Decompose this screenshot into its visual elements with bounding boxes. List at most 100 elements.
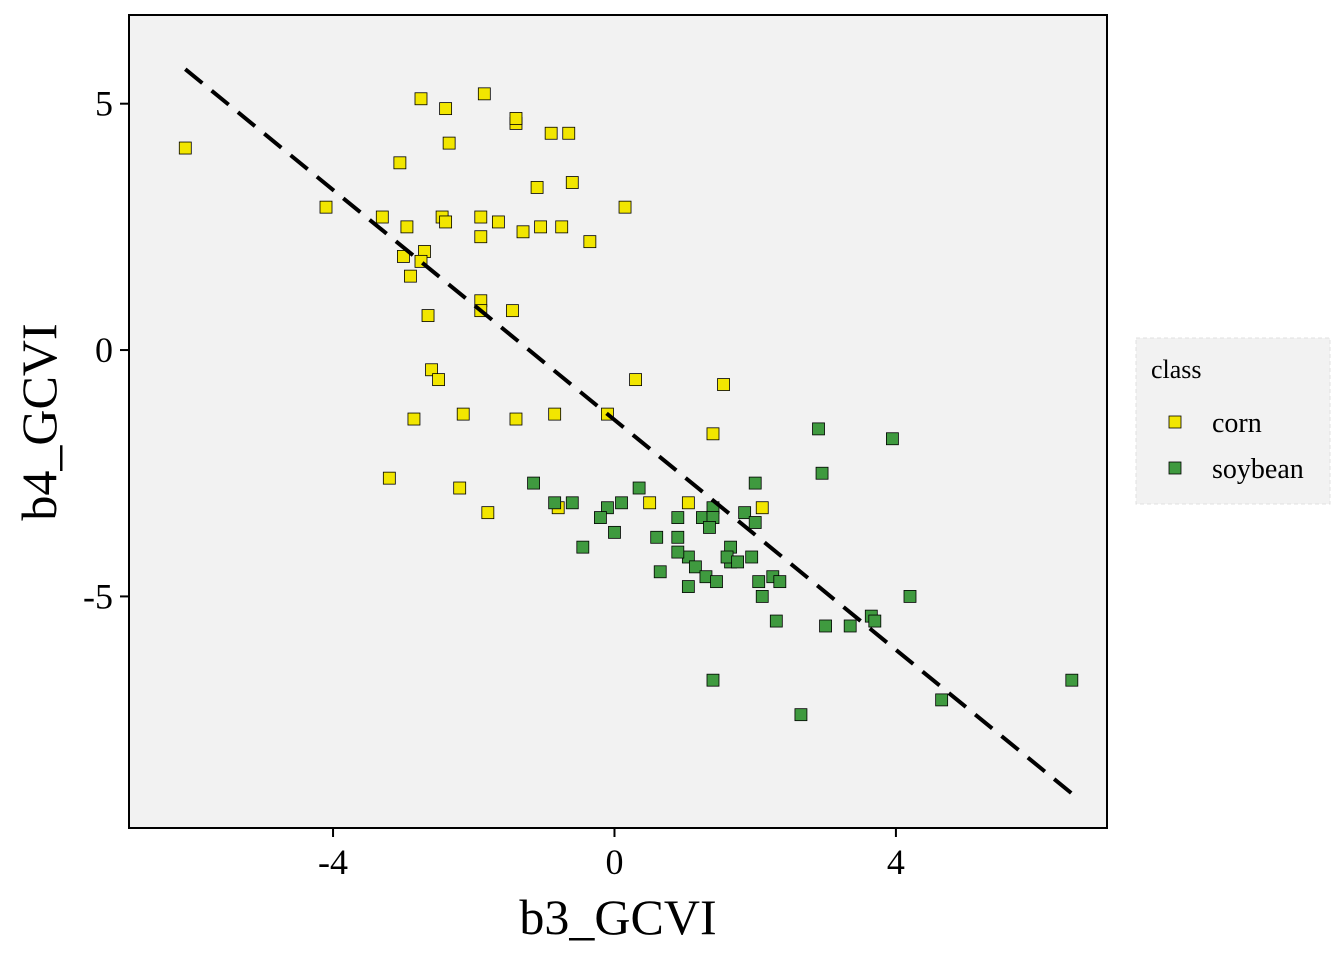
corn-point <box>555 220 569 234</box>
soybean-point <box>632 481 646 495</box>
corn-point <box>421 309 435 322</box>
corn-point <box>375 210 389 224</box>
corn-point <box>544 126 558 140</box>
corn-point <box>534 220 548 234</box>
soybean-point <box>671 511 685 524</box>
soybean-point <box>745 550 759 564</box>
soybean-point <box>773 575 787 589</box>
soybean-point <box>748 476 762 490</box>
legend-items: corn soybean <box>1168 408 1304 485</box>
soybean-point <box>576 540 590 554</box>
y-tick-label: -5 <box>83 576 113 616</box>
corn-point <box>178 141 192 155</box>
soybean-point <box>1065 673 1079 687</box>
soybean-point <box>815 466 829 480</box>
y-tick-label: 0 <box>95 330 113 370</box>
soybean-point <box>935 693 949 707</box>
corn-point <box>506 304 519 318</box>
corn-point <box>755 501 769 515</box>
corn-point <box>548 407 562 421</box>
legend-key-soybean <box>1168 461 1182 475</box>
corn-point <box>629 373 642 387</box>
data-points <box>178 87 1079 722</box>
soybean-point <box>671 545 685 559</box>
corn-point <box>509 112 523 125</box>
corn-point <box>681 496 695 510</box>
corn-point <box>583 235 597 249</box>
soybean-point <box>688 560 702 574</box>
soybean-point <box>706 673 720 687</box>
soybean-point <box>752 575 766 589</box>
soybean-point <box>769 614 783 628</box>
legend-key-corn <box>1168 415 1182 429</box>
corn-point <box>407 412 421 426</box>
x-axis: -4 0 4 <box>318 828 905 882</box>
corn-point <box>516 225 530 239</box>
soybean-point <box>819 619 832 633</box>
legend-label-corn: corn <box>1212 408 1262 439</box>
soybean-point <box>868 614 882 628</box>
corn-point <box>456 407 470 421</box>
soybean-point <box>527 476 540 490</box>
legend-box <box>1135 337 1331 505</box>
corn-point <box>643 496 657 510</box>
soybean-point <box>601 501 614 515</box>
corn-point <box>474 210 488 224</box>
corn-point <box>618 200 632 214</box>
soybean-point <box>748 516 762 529</box>
trend-line <box>184 67 1074 796</box>
corn-point <box>509 412 523 426</box>
soybean-point <box>843 619 857 633</box>
y-tick-label: 5 <box>95 84 113 124</box>
soybean-point <box>903 590 917 603</box>
corn-point <box>439 215 453 229</box>
corn-point <box>439 102 453 116</box>
soybean-point <box>608 525 621 539</box>
x-axis-title: b3_GCVI <box>519 889 716 945</box>
corn-point <box>425 363 438 377</box>
corn-point <box>432 373 445 387</box>
corn-point <box>565 176 579 189</box>
corn-point <box>530 181 544 194</box>
corn-point <box>414 92 428 106</box>
y-axis-title: b4_GCVI <box>11 323 67 520</box>
x-tick-label: 0 <box>605 842 623 882</box>
soybean-point <box>812 422 825 436</box>
soybean-point <box>703 521 716 534</box>
corn-point <box>382 471 396 485</box>
legend-title: class <box>1151 355 1202 384</box>
corn-point <box>474 230 488 244</box>
corn-point <box>706 427 720 441</box>
corn-point <box>491 215 505 229</box>
soybean-point <box>738 506 752 520</box>
corn-point <box>319 200 333 214</box>
soybean-point <box>565 496 579 510</box>
corn-point <box>453 481 467 495</box>
corn-point <box>442 136 456 150</box>
soybean-point <box>615 496 628 510</box>
soybean-point <box>650 530 664 544</box>
y-axis: 5 0 -5 <box>83 84 129 616</box>
soybean-point <box>710 575 723 589</box>
soybean-point <box>653 565 667 579</box>
soybean-point <box>594 511 607 524</box>
corn-point <box>397 250 410 263</box>
x-tick-label: 4 <box>887 842 905 882</box>
soybean-point <box>548 496 562 510</box>
corn-point <box>393 156 407 170</box>
soybean-point <box>755 590 769 603</box>
x-tick-label: -4 <box>318 842 348 882</box>
corn-point <box>562 126 576 140</box>
legend-label-soybean: soybean <box>1212 454 1304 485</box>
soybean-point <box>681 580 695 593</box>
legend: class corn soybean <box>1135 337 1331 505</box>
corn-point <box>400 220 414 234</box>
corn-point <box>477 87 491 101</box>
soybean-point <box>886 432 899 446</box>
soybean-point <box>731 555 745 569</box>
corn-point <box>717 378 730 391</box>
soybean-point <box>794 708 808 722</box>
corn-point <box>404 269 417 283</box>
corn-point <box>481 506 495 520</box>
